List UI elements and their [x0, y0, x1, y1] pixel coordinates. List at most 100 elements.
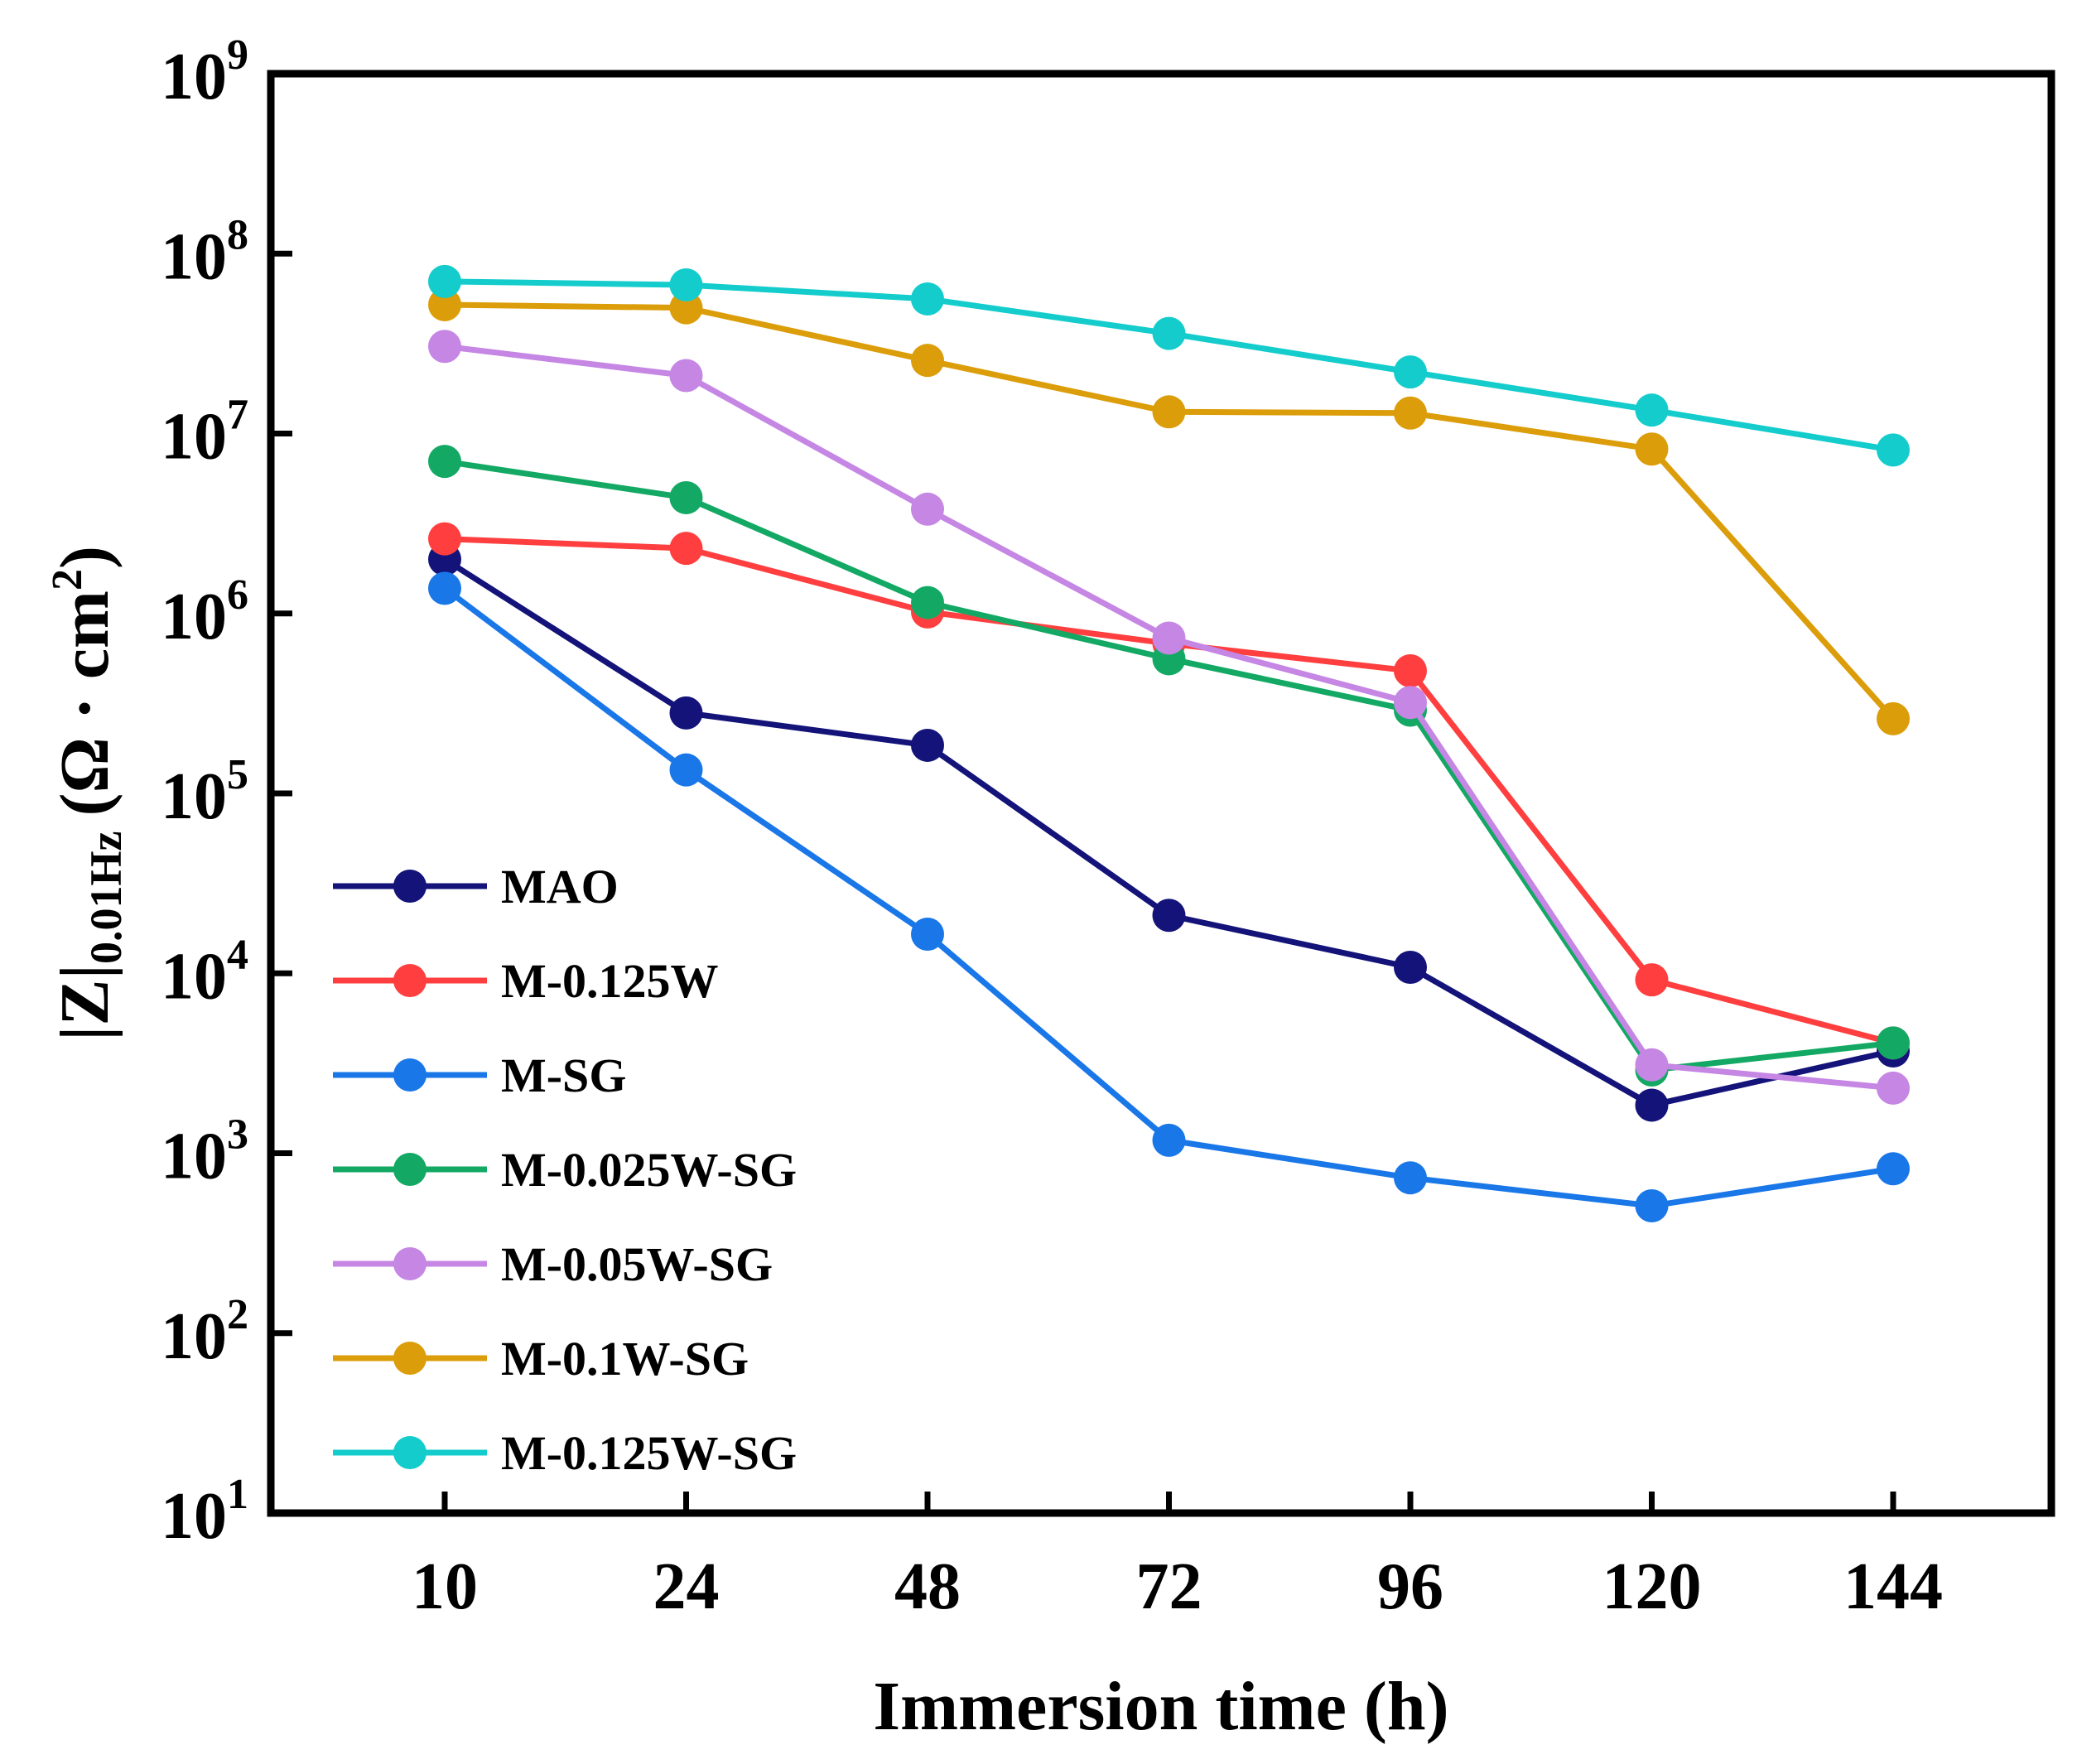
- y-tick-exponent: 1: [227, 1471, 248, 1518]
- legend-swatch-marker: [393, 964, 426, 997]
- data-point: [1394, 355, 1427, 389]
- x-tick-label: 24: [653, 1550, 720, 1623]
- y-axis-title-unit: (Ω · cm: [46, 590, 123, 817]
- legend-label: M-0.125W-SG: [501, 1426, 797, 1480]
- data-point: [1635, 432, 1669, 466]
- legend-swatch-marker: [393, 1153, 426, 1186]
- x-axis-title: Immersion time (h): [873, 1668, 1448, 1745]
- data-point: [1152, 1123, 1186, 1157]
- data-point: [1635, 1048, 1669, 1082]
- data-point: [1877, 701, 1910, 735]
- data-point: [428, 330, 461, 364]
- y-tick-exponent: 9: [227, 31, 248, 79]
- legend-item: M-0.125W-SG: [333, 1426, 797, 1480]
- legend-item: M-0.125W: [333, 954, 719, 1008]
- legend-label: M-0.1W-SG: [501, 1332, 749, 1386]
- data-point: [1152, 899, 1186, 933]
- data-point: [1877, 433, 1910, 467]
- y-tick-label: 101: [161, 1471, 248, 1553]
- data-point: [669, 480, 703, 514]
- data-point: [669, 753, 703, 787]
- y-tick-exponent: 6: [227, 571, 248, 619]
- y-tick-base: 10: [161, 401, 227, 474]
- data-point: [428, 445, 461, 479]
- legend-label: M-SG: [501, 1048, 626, 1102]
- legend-label: M-0.05W-SG: [501, 1237, 773, 1291]
- data-point: [911, 282, 944, 316]
- data-point: [428, 264, 461, 298]
- y-tick-exponent: 5: [227, 751, 248, 798]
- data-point: [911, 918, 944, 952]
- data-point: [1394, 686, 1427, 720]
- y-tick-label: 109: [161, 31, 248, 113]
- legend-label: M-0.025W-SG: [501, 1143, 797, 1197]
- series-M-SG: [428, 571, 1910, 1223]
- y-tick-label: 108: [161, 211, 248, 293]
- y-tick-base: 10: [161, 1480, 227, 1553]
- series-M-0.125W-SG: [428, 264, 1910, 467]
- data-point: [911, 586, 944, 619]
- x-tick-label: 72: [1136, 1550, 1202, 1623]
- x-tick-label: 96: [1377, 1550, 1443, 1623]
- data-point: [428, 522, 461, 556]
- data-point: [669, 696, 703, 730]
- y-tick-exponent: 4: [227, 931, 248, 978]
- legend-swatch-marker: [393, 1058, 426, 1092]
- data-point: [669, 291, 703, 325]
- legend-label: MAO: [501, 860, 619, 913]
- y-tick-label: 105: [161, 751, 248, 833]
- x-tick-label: 120: [1602, 1550, 1702, 1623]
- legend-label: M-0.125W: [501, 954, 719, 1008]
- legend-swatch-marker: [393, 1342, 426, 1375]
- legend-swatch-marker: [393, 870, 426, 903]
- x-tick-label: 144: [1843, 1550, 1943, 1623]
- y-tick-base: 10: [161, 41, 227, 113]
- x-tick-label: 48: [894, 1550, 961, 1623]
- data-point: [1152, 316, 1186, 350]
- y-tick-base: 10: [161, 1121, 227, 1193]
- y-tick-label: 106: [161, 571, 248, 653]
- series-M-0.05W-SG: [428, 330, 1910, 1105]
- x-tick-label: 10: [412, 1550, 478, 1623]
- data-point: [1394, 950, 1427, 984]
- y-tick-exponent: 2: [227, 1291, 248, 1338]
- y-tick-label: 102: [161, 1291, 248, 1373]
- y-tick-label: 107: [161, 392, 248, 474]
- legend-item: MAO: [333, 860, 619, 913]
- data-point: [1152, 621, 1186, 655]
- y-tick-base: 10: [161, 581, 227, 653]
- y-tick-exponent: 8: [227, 211, 248, 258]
- data-point: [1635, 1088, 1669, 1122]
- data-point: [1635, 963, 1669, 997]
- y-tick-label: 103: [161, 1111, 248, 1193]
- legend-swatch-marker: [393, 1247, 426, 1280]
- y-axis-title-main: |Z|: [46, 964, 123, 1041]
- data-point: [669, 268, 703, 302]
- series-layer: [428, 264, 1910, 1223]
- legend-item: M-0.025W-SG: [333, 1143, 797, 1197]
- y-tick-label: 104: [161, 931, 248, 1013]
- data-point: [1394, 1161, 1427, 1195]
- data-point: [1877, 1152, 1910, 1186]
- y-axis-title-subscript: 0.01Hz: [81, 831, 131, 963]
- data-point: [911, 728, 944, 762]
- legend: MAO M-0.125W M-SG M-0.025W-SG M-0.05W-SG M-0.…: [333, 860, 797, 1480]
- y-tick-base: 10: [161, 760, 227, 833]
- data-point: [1877, 1071, 1910, 1105]
- y-tick-exponent: 3: [227, 1111, 248, 1159]
- legend-item: M-SG: [333, 1048, 626, 1102]
- data-point: [1152, 395, 1186, 429]
- data-point: [1394, 654, 1427, 688]
- data-point: [1394, 396, 1427, 430]
- data-point: [1635, 393, 1669, 427]
- data-point: [428, 287, 461, 321]
- data-point: [428, 571, 461, 605]
- data-point: [669, 532, 703, 566]
- legend-item: M-0.1W-SG: [333, 1332, 749, 1386]
- y-tick-base: 10: [161, 220, 227, 293]
- data-point: [1635, 1189, 1669, 1223]
- y-tick-base: 10: [161, 1300, 227, 1373]
- series-M-0.1W-SG: [428, 287, 1910, 735]
